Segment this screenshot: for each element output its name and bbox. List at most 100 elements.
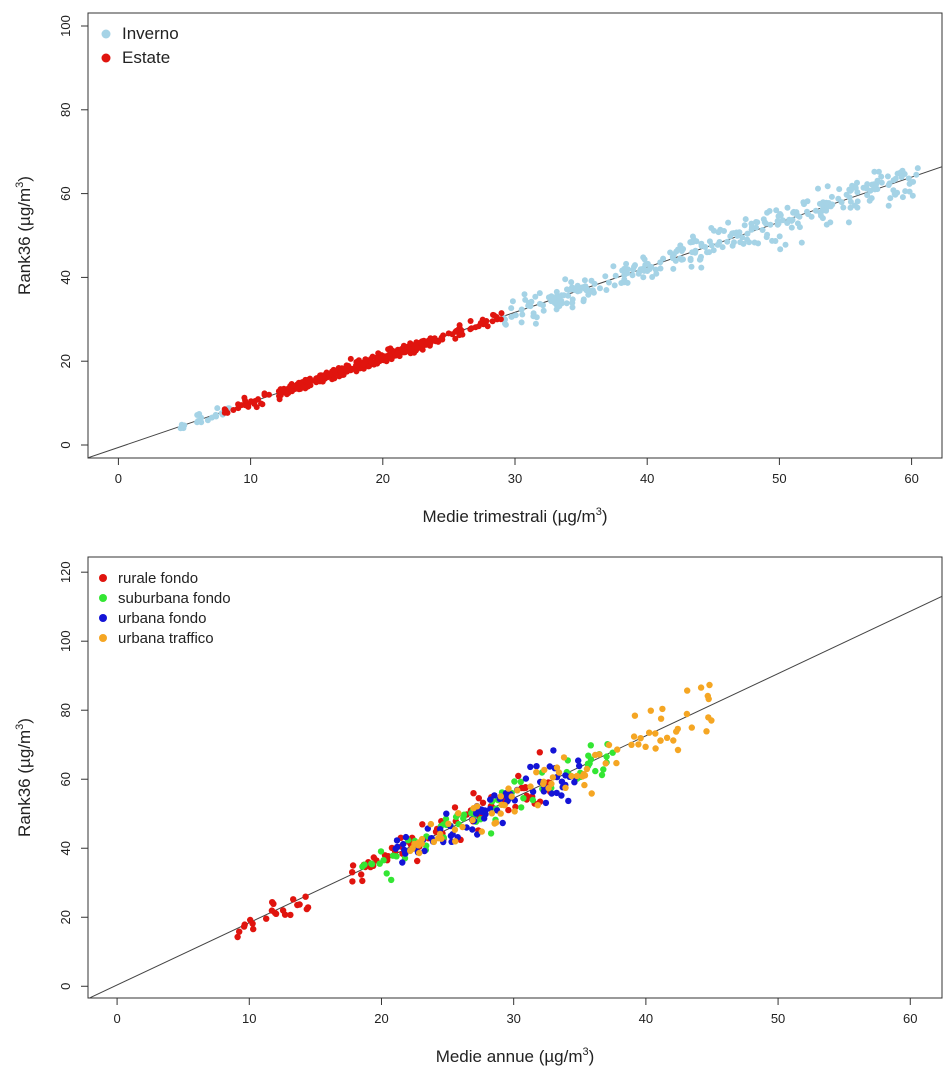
data-point — [421, 847, 428, 855]
data-point — [511, 808, 518, 815]
data-point — [623, 260, 630, 267]
data-point — [394, 350, 401, 357]
data-point — [674, 725, 681, 733]
data-point — [452, 335, 459, 342]
data-point — [597, 285, 603, 292]
data-point — [663, 734, 671, 741]
data-point — [527, 783, 534, 790]
data-point — [349, 878, 356, 885]
x-tick-label: 10 — [242, 1011, 256, 1026]
data-point — [236, 928, 243, 935]
data-point — [902, 188, 909, 195]
data-point — [494, 316, 501, 323]
x-tick-label: 30 — [506, 1011, 520, 1026]
data-point — [808, 213, 815, 220]
data-point — [362, 356, 369, 363]
data-point — [729, 230, 736, 237]
data-point — [689, 249, 696, 256]
data-point — [624, 266, 631, 273]
data-point — [354, 361, 361, 368]
x-tick-label: 50 — [771, 1011, 785, 1026]
data-point — [497, 793, 504, 800]
data-point — [592, 767, 599, 775]
data-point — [565, 797, 572, 805]
data-point — [824, 183, 831, 190]
y-tick-label: 60 — [58, 772, 73, 786]
data-point — [587, 742, 594, 749]
points-layer — [234, 681, 715, 941]
data-point — [705, 714, 712, 721]
data-point — [581, 277, 588, 284]
data-point — [456, 325, 463, 332]
data-point — [784, 204, 791, 211]
data-point — [427, 820, 435, 828]
data-point — [628, 741, 635, 748]
x-tick-label: 60 — [903, 1011, 917, 1026]
data-point — [698, 243, 705, 249]
data-point — [522, 775, 530, 782]
data-point — [479, 799, 487, 806]
data-point — [248, 398, 254, 405]
data-point — [521, 291, 528, 298]
legend-marker — [99, 634, 107, 642]
data-point — [451, 804, 459, 811]
data-point — [194, 412, 201, 418]
data-point — [438, 835, 445, 842]
data-point — [402, 833, 410, 841]
data-point — [393, 837, 401, 844]
data-point — [847, 198, 854, 205]
data-point — [798, 239, 805, 246]
data-point — [509, 298, 516, 305]
data-point — [763, 234, 770, 241]
legend-label: Inverno — [122, 24, 179, 43]
data-point — [540, 307, 547, 314]
data-point — [678, 248, 685, 254]
data-point — [630, 733, 638, 740]
data-point — [777, 212, 784, 219]
data-point — [687, 255, 694, 262]
data-point — [846, 194, 853, 201]
data-point — [887, 195, 894, 202]
data-point — [431, 335, 438, 342]
data-point — [290, 896, 297, 903]
data-point — [653, 270, 660, 277]
data-point — [652, 745, 659, 752]
data-point — [773, 207, 780, 214]
data-point — [532, 320, 539, 327]
x-tick-label: 20 — [374, 1011, 388, 1026]
data-point — [909, 192, 916, 199]
data-point — [317, 375, 323, 382]
data-point — [646, 729, 653, 736]
data-point — [790, 209, 797, 216]
data-point — [425, 338, 432, 345]
data-point — [708, 225, 715, 231]
data-point — [468, 809, 475, 817]
data-point — [389, 852, 397, 859]
data-point — [424, 825, 431, 832]
x-tick-label: 30 — [508, 471, 522, 486]
data-point — [906, 188, 913, 195]
data-point — [445, 820, 452, 827]
data-point — [840, 204, 847, 211]
data-point — [474, 831, 481, 838]
data-point — [562, 784, 569, 791]
data-point — [508, 305, 515, 312]
data-point — [581, 781, 588, 789]
data-point — [602, 273, 609, 280]
data-point — [595, 751, 603, 758]
data-point — [905, 175, 912, 182]
data-point — [529, 788, 537, 795]
data-point — [401, 846, 408, 854]
data-point — [670, 737, 677, 744]
data-point — [368, 359, 375, 366]
data-point — [536, 300, 543, 307]
data-point — [660, 255, 667, 262]
data-point — [514, 787, 521, 794]
data-point — [890, 187, 897, 194]
data-point — [788, 224, 795, 231]
data-point — [591, 280, 598, 287]
legend-marker — [99, 594, 107, 602]
y-tick-label: 80 — [58, 703, 73, 717]
legend-label: urbana fondo — [118, 610, 206, 627]
